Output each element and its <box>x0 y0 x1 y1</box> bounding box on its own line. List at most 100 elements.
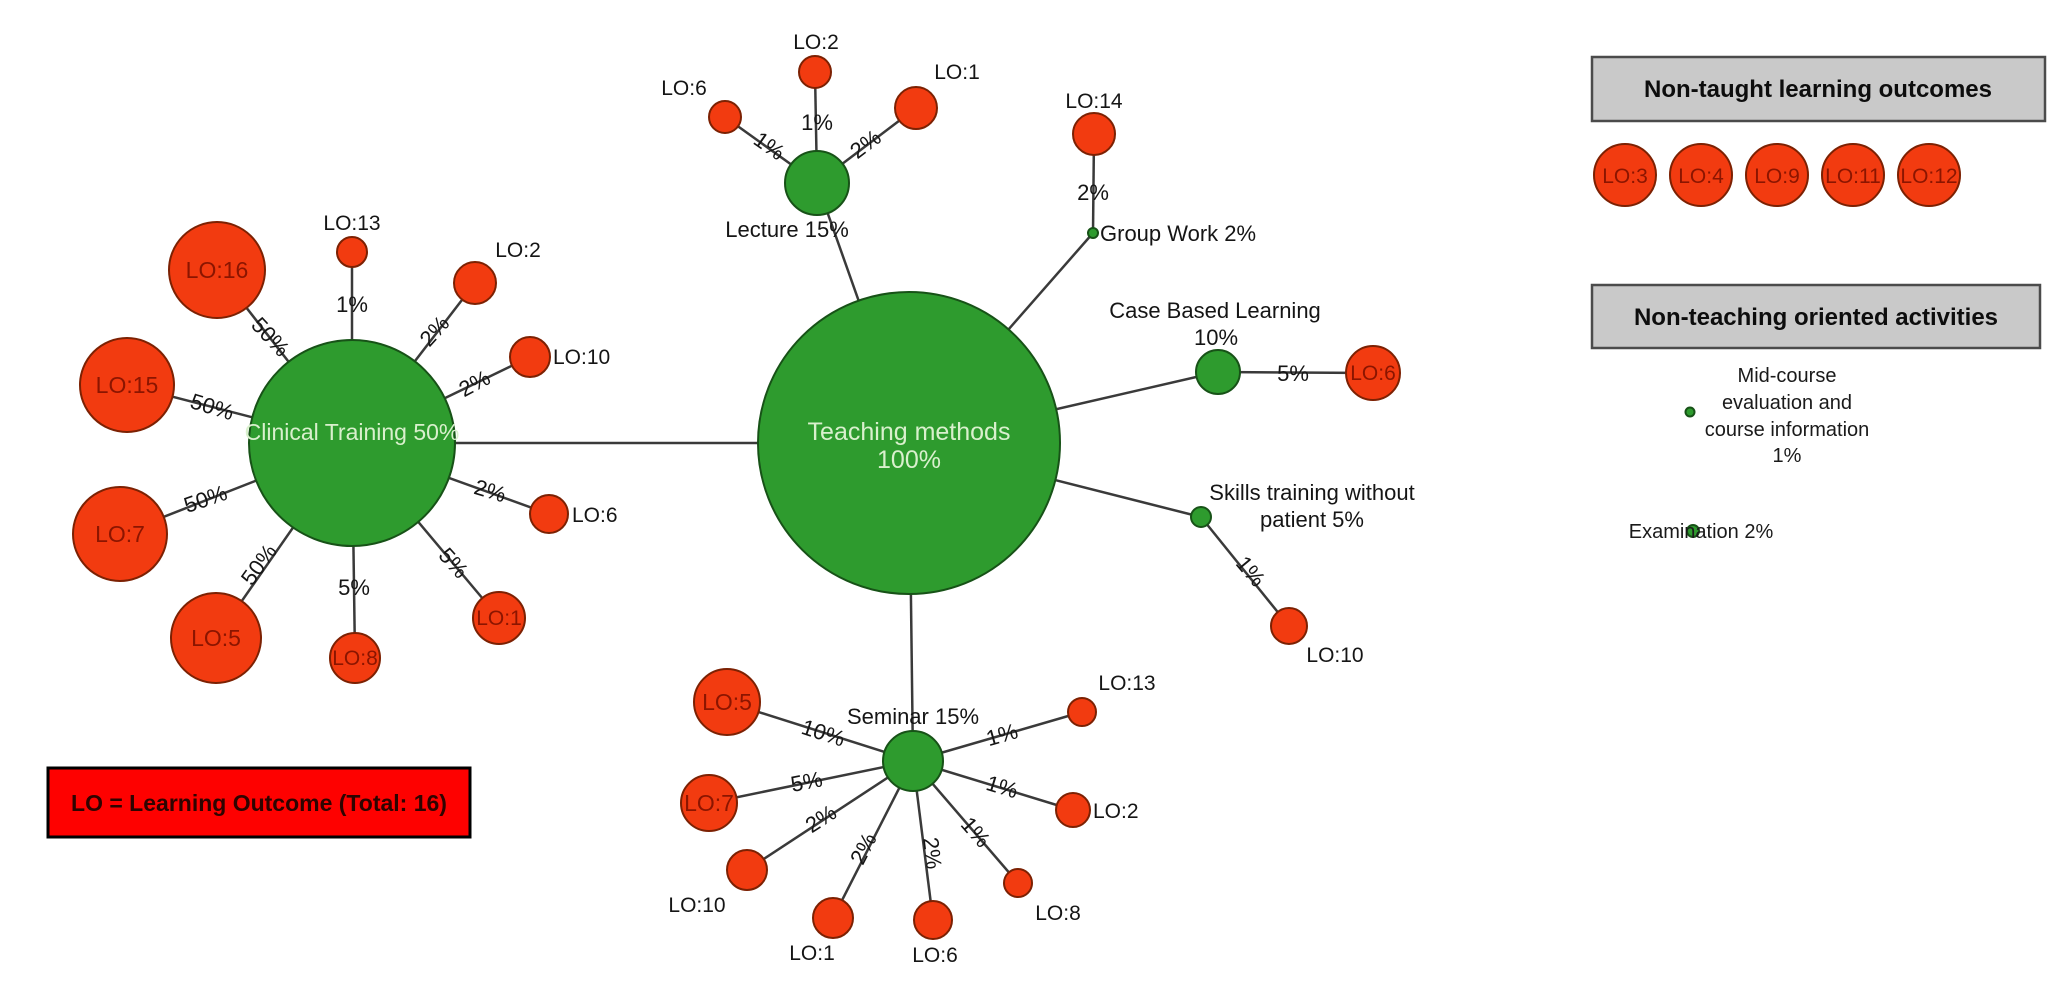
lo-circle-nontaught-9 <box>1745 143 1809 207</box>
lo-circle-nontaught-3 <box>1593 143 1657 207</box>
lo-circle-clinical-10 <box>509 336 551 378</box>
midcourse-dot <box>1684 406 1696 418</box>
lo-label: LO:8 <box>332 647 378 670</box>
lo-label: LO:13 <box>323 212 380 235</box>
lo-circle-seminar-6 <box>913 900 953 940</box>
midcourse-label-line2: evaluation and <box>1722 392 1852 414</box>
teaching-methods-node <box>757 291 1061 595</box>
pct-label: 5% <box>789 766 825 797</box>
non-taught-panel: Non-taught learning outcomes LO:3 LO:4 L… <box>1590 55 2047 207</box>
non-taught-header-box <box>1590 55 2047 123</box>
pct-label: 50% <box>246 312 294 361</box>
midcourse-label-line3: course information <box>1705 419 1870 441</box>
pct-label: 1% <box>983 770 1021 803</box>
lo-circle-clinical-7 <box>72 486 168 582</box>
non-teaching-header-box <box>1590 283 2042 350</box>
lo-label: LO:10 <box>1306 644 1363 667</box>
pct-label: 2% <box>1077 180 1109 205</box>
lo-circle-clinical-13 <box>336 236 368 268</box>
case-based-learning-node <box>1195 349 1241 395</box>
pct-label: 50% <box>187 388 236 425</box>
examination-label: Examination 2% <box>1629 521 1774 543</box>
lo-label: LO:11 <box>1825 165 1881 188</box>
legend-text: LO = Learning Outcome (Total: 16) <box>71 790 447 816</box>
node-group <box>72 55 1401 940</box>
lo-circle-clinical-6 <box>529 494 569 534</box>
pct-label: 10% <box>799 714 849 751</box>
lo-circle-clinical-5 <box>170 592 262 684</box>
lo-label: LO:7 <box>684 790 734 816</box>
seminar-label: Seminar 15% <box>847 704 979 729</box>
lo-label: LO:2 <box>793 31 839 54</box>
lo-label: LO:2 <box>1093 800 1139 823</box>
lo-circle-lecture-2 <box>798 55 832 89</box>
lo-label: LO:9 <box>1754 165 1800 188</box>
pct-label: 2% <box>471 474 509 507</box>
lo-circle-skills-10 <box>1270 607 1308 645</box>
skills-training-label-line2: patient 5% <box>1260 507 1364 532</box>
legend-box <box>46 766 472 839</box>
lo-circle-cbl-6 <box>1345 345 1401 401</box>
skills-training-label-line1: Skills training without <box>1209 480 1414 505</box>
clinical-training-node <box>248 339 456 547</box>
lo-circle-clinical-1 <box>472 591 526 645</box>
lo-circle-seminar-13 <box>1067 697 1097 727</box>
lo-circle-seminar-5 <box>693 668 761 736</box>
clinical-training-label: Clinical Training 50% <box>245 419 460 445</box>
examination-dot <box>1686 524 1700 538</box>
lecture-node <box>784 150 850 216</box>
case-based-learning-label-line2: 10% <box>1194 325 1238 350</box>
edge-connector <box>708 759 914 805</box>
lo-label: LO:16 <box>186 257 249 283</box>
lo-circle-seminar-8 <box>1003 868 1033 898</box>
lo-circle-lecture-1 <box>894 86 938 130</box>
lo-label: LO:5 <box>191 625 241 651</box>
lo-label: LO:15 <box>96 372 159 398</box>
pct-label: 1% <box>983 718 1020 751</box>
lo-circle-seminar-7 <box>680 774 738 832</box>
pct-label: 50% <box>181 480 231 518</box>
legend: LO = Learning Outcome (Total: 16) <box>46 766 472 839</box>
pct-label: 2% <box>918 836 947 871</box>
lo-circle-seminar-1 <box>812 897 854 939</box>
lo-circle-nontaught-11 <box>1821 143 1885 207</box>
pct-label: 5% <box>338 575 370 600</box>
lo-label: LO:6 <box>1350 362 1396 385</box>
lo-circle-nontaught-12 <box>1897 143 1961 207</box>
skills-training-node <box>1190 506 1212 528</box>
lo-label: LO:13 <box>1098 672 1155 695</box>
lo-circle-clinical-8 <box>329 632 381 684</box>
pct-label: 1% <box>801 110 833 135</box>
midcourse-label-line4: 1% <box>1773 445 1802 467</box>
lo-label: LO:1 <box>476 607 522 630</box>
seminar-node <box>882 730 944 792</box>
lo-label: LO:2 <box>495 239 541 262</box>
lo-label: LO:3 <box>1602 165 1648 188</box>
teaching-methods-label-line2: 100% <box>877 446 941 474</box>
lo-label: LO:5 <box>702 689 752 715</box>
non-taught-header-title: Non-taught learning outcomes <box>1644 76 1992 103</box>
lo-label: LO:14 <box>1065 90 1123 113</box>
pct-label: 1% <box>336 292 368 317</box>
lo-circle-clinical-16 <box>168 221 266 319</box>
edge-connector <box>746 759 914 872</box>
lo-circle-lecture-6 <box>708 100 742 134</box>
lo-label: LO:1 <box>789 942 835 965</box>
lo-label: LO:7 <box>95 521 145 547</box>
teaching-methods-label-line1: Teaching methods <box>808 418 1011 446</box>
lo-circle-seminar-10 <box>726 849 768 891</box>
lo-circle-clinical-15 <box>79 337 175 433</box>
lo-circle-groupwork-14 <box>1072 112 1116 156</box>
lo-label: LO:6 <box>661 77 707 100</box>
pct-label: 1% <box>1231 551 1271 591</box>
non-teaching-panel: Non-teaching oriented activities Mid-cou… <box>1590 283 2042 543</box>
lo-circle-nontaught-4 <box>1669 143 1733 207</box>
lo-label: LO:1 <box>934 61 980 84</box>
midcourse-label-line1: Mid-course <box>1738 365 1837 387</box>
lo-label: LO:6 <box>912 944 958 967</box>
case-based-learning-label-line1: Case Based Learning <box>1109 298 1321 323</box>
lo-label: LO:10 <box>553 346 610 369</box>
lo-label: LO:4 <box>1678 165 1724 188</box>
lecture-label: Lecture 15% <box>725 217 849 242</box>
